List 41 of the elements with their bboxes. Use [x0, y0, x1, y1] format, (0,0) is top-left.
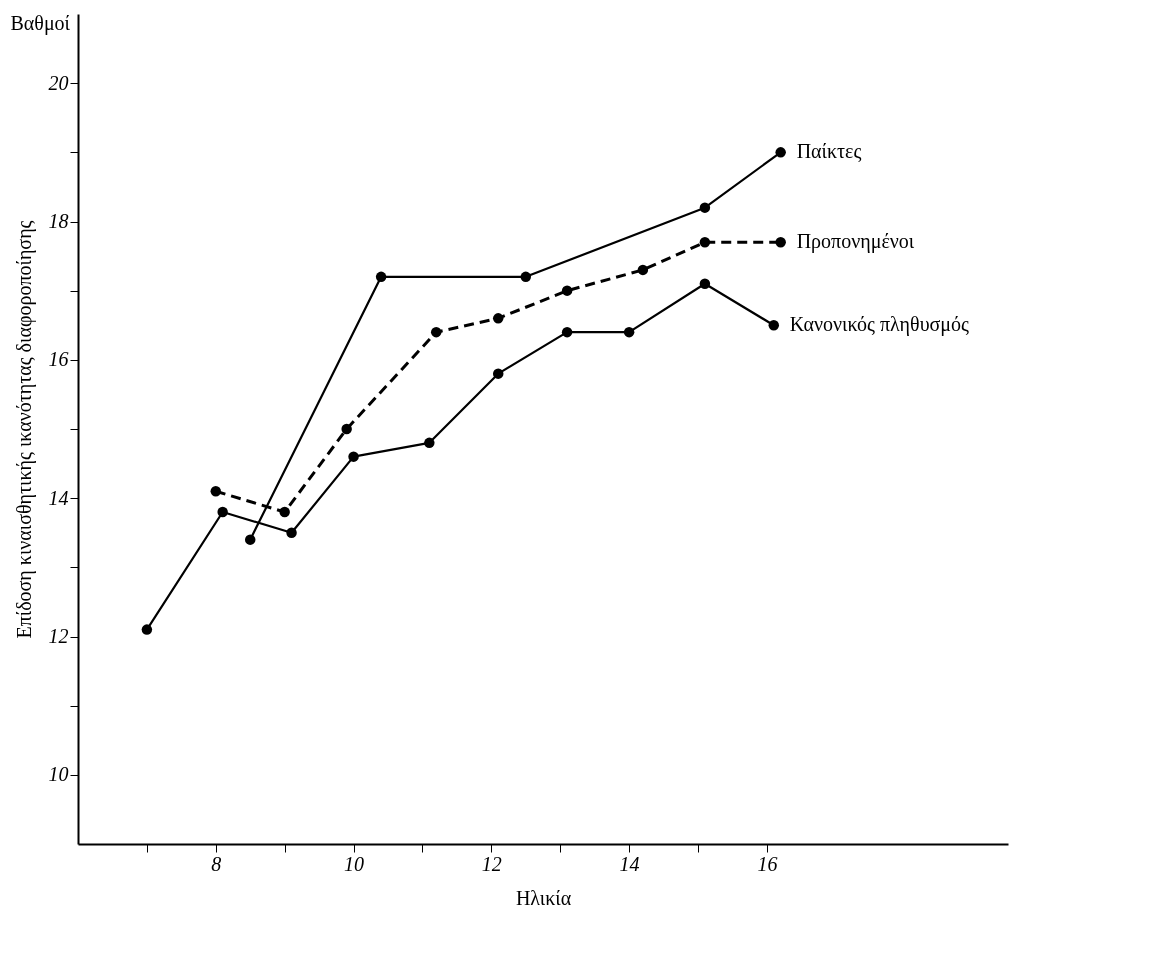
point	[375, 271, 387, 283]
y-tick-label: 10	[48, 763, 69, 786]
point	[492, 368, 504, 379]
y-tick-label: 18	[48, 210, 69, 232]
point	[623, 326, 635, 338]
point	[341, 423, 352, 435]
point	[520, 271, 532, 283]
point	[768, 320, 780, 331]
y-axis-title: Επίδοση κιναισθητικής ικανότητας διαφοροποίησης	[12, 220, 36, 639]
point	[430, 326, 442, 338]
point	[637, 264, 649, 276]
point	[561, 326, 573, 338]
series-label: Προπονημένοι	[796, 230, 915, 254]
point	[699, 278, 711, 289]
point	[561, 285, 573, 296]
series-label: Κανονικός πληθυσμός	[789, 313, 970, 337]
x-tick-label: 16	[757, 852, 778, 875]
point	[141, 624, 153, 635]
series-label: Παίκτες	[796, 140, 862, 163]
point	[492, 313, 504, 324]
y-tick-label: 20	[48, 71, 69, 94]
x-tick-label: 14	[619, 852, 640, 875]
x-tick-label: 8	[211, 852, 222, 875]
point	[286, 527, 297, 538]
y-tick-label: 12	[48, 625, 69, 647]
point	[775, 147, 786, 158]
text: Βαθμοί	[10, 12, 71, 35]
y-tick-label: 14	[48, 486, 69, 509]
point	[348, 451, 359, 462]
point	[244, 534, 256, 545]
point	[775, 237, 786, 248]
y-tick-label: 16	[48, 348, 69, 371]
x-tick-label: 12	[481, 852, 502, 875]
point	[279, 506, 290, 518]
x-axis-title: Ηλικία	[515, 886, 572, 909]
point	[699, 202, 711, 213]
x-tick-label: 10	[344, 852, 365, 875]
point	[210, 486, 222, 497]
point	[699, 237, 711, 248]
point	[424, 437, 435, 449]
point	[217, 506, 228, 518]
